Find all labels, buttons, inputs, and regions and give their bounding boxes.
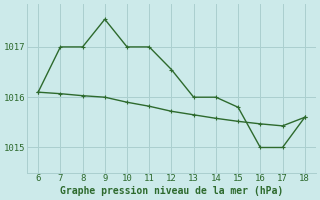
X-axis label: Graphe pression niveau de la mer (hPa): Graphe pression niveau de la mer (hPa) [60, 186, 283, 196]
